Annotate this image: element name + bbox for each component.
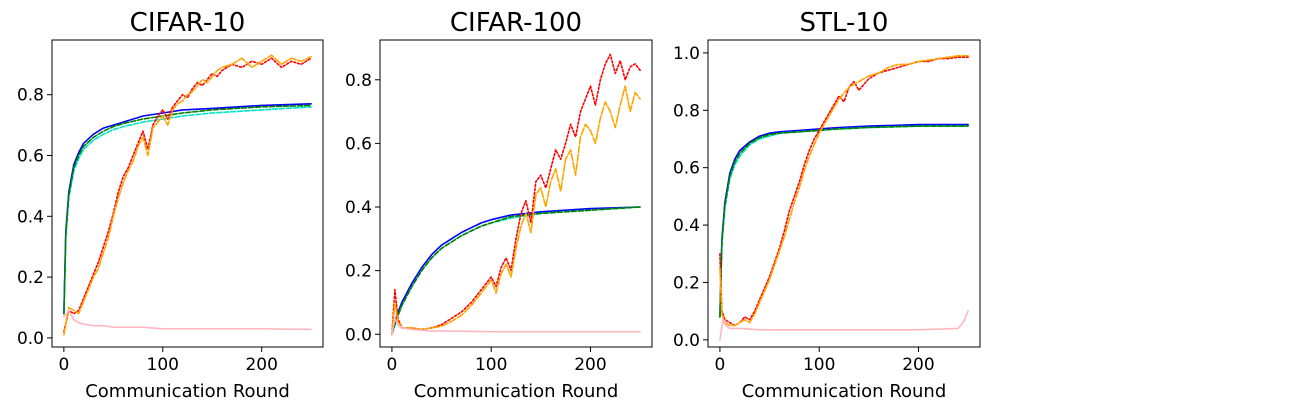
series-line-cyan (391, 206, 641, 336)
series-group (719, 54, 969, 341)
x-axis-label: Communication Round (742, 381, 947, 402)
y-tick-label: 0.4 (673, 216, 700, 236)
y-tick-label: 0.2 (673, 273, 700, 293)
y-tick-label: 1.0 (673, 44, 700, 64)
series-line-pink (63, 309, 312, 331)
y-tick-label: 0.8 (345, 71, 372, 91)
x-tick-label: 0 (386, 355, 397, 375)
series-line-cyan (63, 106, 312, 315)
series-line-orange (391, 85, 641, 336)
y-tick-label: 0.4 (17, 207, 44, 227)
chart-title: STL-10 (800, 8, 889, 38)
y-tick-label: 0.6 (17, 147, 44, 167)
y-tick-label: 0.0 (345, 325, 372, 345)
plot-frame (51, 39, 324, 348)
series-line-orange (719, 54, 969, 327)
series-line-cyan (719, 125, 969, 318)
plot-frame (707, 39, 981, 348)
x-tick-label: 100 (803, 355, 835, 375)
y-tick-label: 0.2 (17, 268, 44, 288)
chart-panel-1: CIFAR-10 0.0 0.2 0.4 0.6 0.8 0 100 200 Communicat… (17, 8, 324, 402)
series-line-green (391, 206, 641, 336)
chart-title: CIFAR-10 (130, 8, 246, 38)
chart-panel-3: STL-10 0.0 0.2 0.4 0.6 0.8 1.0 0 100 200 Communica… (673, 8, 981, 402)
series-line-pink (719, 310, 969, 341)
series-group (63, 54, 312, 336)
series-line-green (719, 125, 969, 318)
series-line-blue (391, 206, 641, 336)
chart-title: CIFAR-100 (450, 8, 582, 38)
x-tick-label: 200 (902, 355, 934, 375)
y-tick-label: 0.0 (17, 329, 44, 349)
x-tick-label: 0 (58, 355, 69, 375)
y-tick-label: 0.8 (17, 86, 44, 106)
x-axis-label: Communication Round (414, 381, 619, 402)
x-tick-label: 0 (714, 355, 725, 375)
y-tick-label: 0.0 (673, 331, 700, 351)
y-tick-label: 0.8 (673, 101, 700, 121)
y-tick-label: 0.4 (345, 198, 372, 218)
x-tick-label: 200 (245, 355, 277, 375)
x-tick-label: 200 (574, 355, 606, 375)
series-line-red (63, 57, 312, 333)
series-line-blue (719, 123, 969, 318)
x-tick-label: 100 (475, 355, 507, 375)
series-line-orange (63, 54, 312, 336)
x-axis-label: Communication Round (85, 381, 290, 402)
x-tick-label: 100 (147, 355, 179, 375)
y-tick-label: 0.6 (673, 159, 700, 179)
chart-panel-2: CIFAR-100 0.0 0.2 0.4 0.6 0.8 0 100 200 Communica… (345, 8, 653, 402)
series-line-red (391, 53, 641, 336)
series-group (391, 53, 641, 336)
y-tick-label: 0.6 (345, 134, 372, 154)
series-line-red (719, 56, 969, 327)
series-line-green (63, 104, 312, 315)
plot-frame (379, 39, 653, 348)
y-tick-label: 0.2 (345, 262, 372, 282)
series-line-pink (391, 317, 641, 336)
